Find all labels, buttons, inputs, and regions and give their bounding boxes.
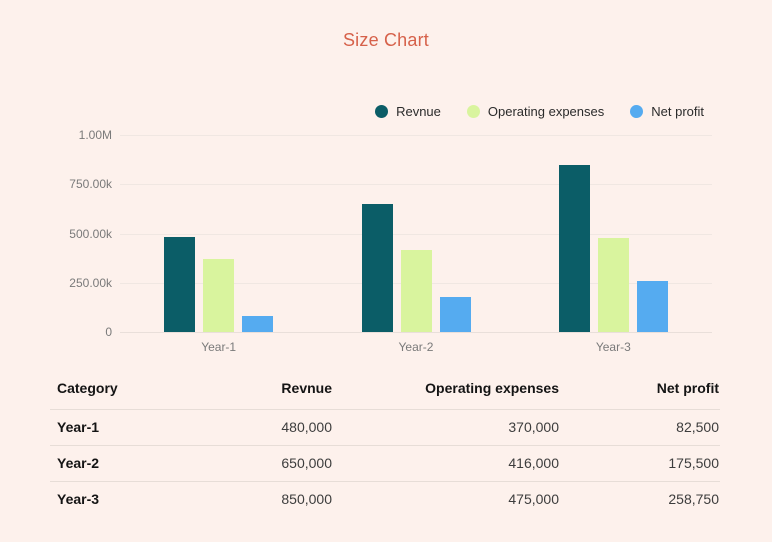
column-header-net-profit: Net profit — [560, 368, 720, 410]
legend-item-revnue[interactable]: Revnue — [375, 104, 441, 119]
table-cell-category: Year-2 — [50, 445, 190, 482]
x-axis-category-label: Year-1 — [201, 340, 237, 354]
y-axis-tick-label: 1.00M — [78, 128, 112, 142]
bar-operating-expenses-year-3[interactable] — [597, 238, 629, 332]
y-axis-tick-label: 500.00k — [69, 226, 112, 241]
legend-dot-icon — [466, 105, 480, 118]
legend-dot-icon — [630, 105, 644, 118]
table-header-row: Category Revnue Operating expenses Net p… — [50, 368, 720, 410]
table-cell: 370,000 — [333, 409, 560, 446]
bar-revnue-year-2[interactable] — [361, 204, 393, 332]
y-axis-tick-label: 250.00k — [69, 275, 112, 290]
y-axis-tick-label: 0 — [105, 325, 112, 339]
bar-revnue-year-3[interactable] — [558, 165, 590, 332]
bar-chart-plot-area: 0 250.00k 500.00k 750.00k 1.00M Year-1 Year-2 Y… — [69, 128, 712, 354]
legend-item-net-profit[interactable]: Net profit — [630, 104, 704, 119]
column-header-operating-expenses: Operating expenses — [333, 368, 560, 410]
table-row: Year-3 850,000 475,000 258,750 — [50, 481, 720, 517]
bar-revnue-year-1[interactable] — [164, 237, 196, 332]
table-cell: 416,000 — [333, 445, 560, 482]
table-cell: 175,500 — [560, 445, 720, 482]
table-cell-category: Year-3 — [57, 491, 100, 508]
bar-operating-expenses-year-2[interactable] — [400, 250, 432, 332]
legend-label: Net profit — [651, 104, 704, 119]
legend-item-operating-expenses[interactable]: Operating expenses — [466, 104, 605, 119]
x-axis-category-label: Year-2 — [398, 340, 434, 354]
table-cell: 850,000 — [281, 491, 332, 508]
bar-net-profit-year-2[interactable] — [439, 297, 471, 332]
y-axis-tick-label: 750.00k — [69, 177, 112, 192]
gridline — [120, 135, 712, 136]
chart-title: Size Chart — [342, 30, 430, 50]
table-cell: 475,000 — [508, 491, 559, 508]
table-cell: 258,750 — [668, 491, 719, 508]
table-cell: 650,000 — [190, 445, 333, 482]
table-body: Year-1 480,000 370,000 82,500 Year-2 650,000 4… — [50, 409, 720, 517]
legend-dot-icon — [375, 105, 389, 118]
column-header-revnue: Revnue — [190, 368, 333, 410]
bar-net-profit-year-3[interactable] — [636, 281, 668, 332]
x-axis-category-label: Year-3 — [595, 340, 631, 354]
legend-label: Revnue — [396, 104, 441, 119]
gridline — [120, 332, 712, 333]
gridline — [120, 233, 712, 235]
table-cell: 82,500 — [560, 409, 720, 446]
table-cell-category: Year-1 — [50, 409, 190, 446]
table-row: Year-1 480,000 370,000 82,500 — [50, 409, 720, 446]
bar-net-profit-year-1[interactable] — [242, 316, 274, 332]
chart-legend: Revnue Operating expenses Net profit — [375, 104, 704, 119]
column-header-category: Category — [50, 368, 190, 410]
table-cell: 480,000 — [190, 409, 333, 446]
table-row: Year-2 650,000 416,000 175,500 — [50, 445, 720, 482]
data-table: Category Revnue Operating expenses Net p… — [50, 368, 720, 517]
legend-label: Operating expenses — [487, 104, 605, 119]
bar-operating-expenses-year-1[interactable] — [203, 259, 235, 332]
gridline — [120, 184, 712, 186]
